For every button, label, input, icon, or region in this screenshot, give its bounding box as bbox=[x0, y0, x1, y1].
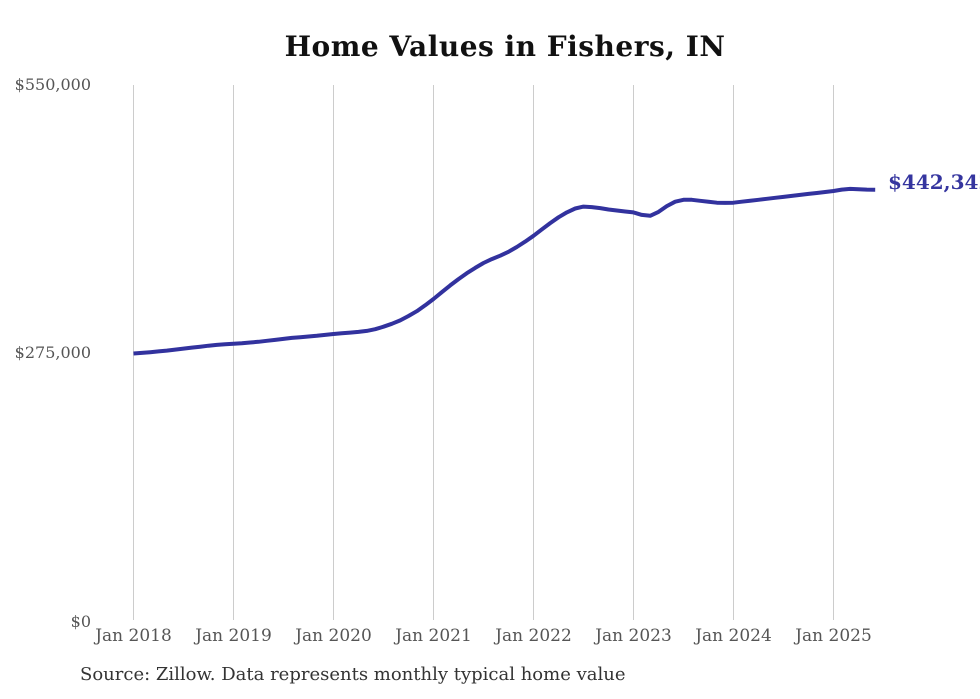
x-axis-tick-label: Jan 2019 bbox=[195, 626, 272, 646]
x-axis-tick-label: Jan 2024 bbox=[695, 626, 772, 646]
latest-value-label: $442,342 bbox=[888, 170, 980, 194]
x-axis-tick-label: Jan 2020 bbox=[295, 626, 372, 646]
source-note: Source: Zillow. Data represents monthly … bbox=[80, 664, 626, 685]
x-axis-tick-label: Jan 2025 bbox=[795, 626, 872, 646]
x-axis-tick-label: Jan 2023 bbox=[595, 626, 672, 646]
x-axis-tick-label: Jan 2018 bbox=[95, 626, 172, 646]
y-axis-tick-label: $0 bbox=[70, 612, 91, 631]
gridlines bbox=[133, 85, 834, 620]
y-axis-tick-label: $550,000 bbox=[14, 75, 91, 94]
x-axis-tick-label: Jan 2022 bbox=[495, 626, 572, 646]
chart-title: Home Values in Fishers, IN bbox=[284, 30, 726, 63]
home-value-line bbox=[133, 186, 876, 356]
x-axis-tick-label: Jan 2021 bbox=[395, 626, 472, 646]
y-axis-tick-label: $275,000 bbox=[14, 342, 91, 362]
